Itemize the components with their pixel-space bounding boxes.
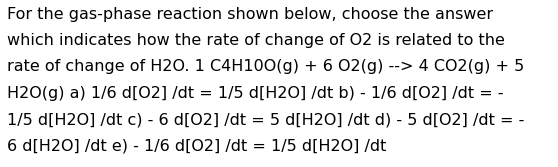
Text: which indicates how the rate of change of O2 is related to the: which indicates how the rate of change o… [7, 33, 504, 48]
Text: 6 d[H2O] /dt e) - 1/6 d[O2] /dt = 1/5 d[H2O] /dt: 6 d[H2O] /dt e) - 1/6 d[O2] /dt = 1/5 d[… [7, 139, 386, 154]
Text: rate of change of H2O. 1 C4H10O(g) + 6 O2(g) --> 4 CO2(g) + 5: rate of change of H2O. 1 C4H10O(g) + 6 O… [7, 59, 524, 74]
Text: For the gas-phase reaction shown below, choose the answer: For the gas-phase reaction shown below, … [7, 7, 493, 22]
Text: 1/5 d[H2O] /dt c) - 6 d[O2] /dt = 5 d[H2O] /dt d) - 5 d[O2] /dt = -: 1/5 d[H2O] /dt c) - 6 d[O2] /dt = 5 d[H2… [7, 112, 524, 127]
Text: H2O(g) a) 1/6 d[O2] /dt = 1/5 d[H2O] /dt b) - 1/6 d[O2] /dt = -: H2O(g) a) 1/6 d[O2] /dt = 1/5 d[H2O] /dt… [7, 86, 503, 101]
